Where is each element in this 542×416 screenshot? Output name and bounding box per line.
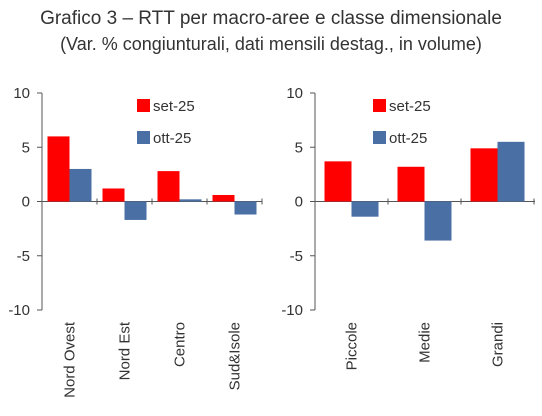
chart-subtitle: (Var. % congiunturali, dati mensili dest… [60,34,482,54]
legend-swatch [137,131,150,144]
bar [324,161,352,202]
legend-label: set-25 [153,98,195,115]
y-tick-label: -5 [17,248,30,265]
legend-swatch [373,99,386,112]
x-tick-label: Nord Est [117,321,134,380]
bar [124,201,147,220]
legend-label: ott-25 [389,130,427,147]
legend-swatch [373,131,386,144]
chart-title: Grafico 3 – RTT per macro-aree e classe … [40,8,502,29]
y-tick-label: 0 [295,194,303,211]
bar [212,194,235,202]
bar [47,136,70,202]
bar [69,168,92,202]
y-tick-label: -5 [290,248,303,265]
y-tick-label: 5 [295,139,303,156]
bar [470,148,498,202]
bar [351,201,379,217]
y-tick-label: 0 [22,194,30,211]
y-tick-label: 5 [22,139,30,156]
bar [102,188,125,202]
x-tick-label: Grandi [490,322,507,367]
bar [397,166,425,202]
x-tick-label: Nord Ovest [62,321,79,398]
x-tick-label: Sud&Isole [227,322,244,390]
bar [179,199,202,202]
bar [424,201,452,241]
y-tick-label: -10 [8,302,30,319]
x-tick-label: Piccole [344,322,361,370]
x-tick-label: Medie [417,322,434,363]
legend-swatch [137,99,150,112]
legend-label: set-25 [389,98,431,115]
bar [497,141,525,202]
bar [157,171,180,202]
y-tick-label: -10 [281,302,303,319]
y-tick-label: 10 [286,85,303,102]
legend-label: ott-25 [153,130,191,147]
x-tick-label: Centro [172,322,189,367]
y-tick-label: 10 [13,85,30,102]
bar [234,201,257,215]
